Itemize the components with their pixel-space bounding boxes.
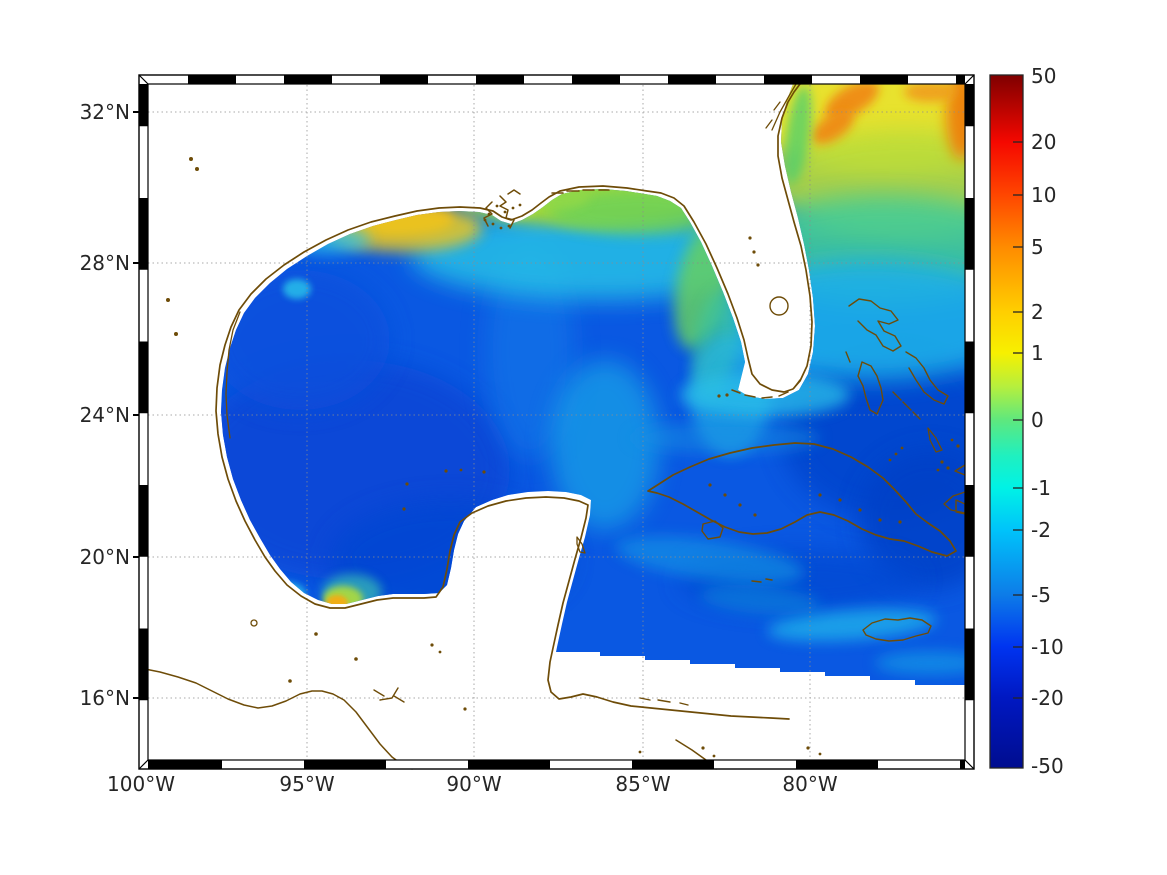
lon-tick-label: 100°W [107,772,175,796]
data-field [221,84,965,685]
colorbar-gradient [989,74,1024,769]
colorbar-tick-label: -20 [1031,686,1064,710]
colorbar-tick-label: -10 [1031,635,1064,659]
colorbar-tick-label: 20 [1031,130,1057,154]
colorbar-tick-label: 10 [1031,183,1057,207]
lon-tick-label: 85°W [615,772,671,796]
lat-tick-label: 32°N [79,100,130,124]
colorbar-ticks [1013,141,1023,699]
lat-tick-label: 24°N [79,403,130,427]
colorbar-tick-label: -2 [1031,518,1051,542]
graticule [148,85,965,760]
colorbar-tick-label: 0 [1031,408,1044,432]
colorbar-tick-label: -1 [1031,476,1051,500]
colorbar-tick-label: 1 [1031,341,1044,365]
map-frame [133,74,975,770]
lon-tick-label: 95°W [279,772,335,796]
colorbar-tick-label: -5 [1031,583,1051,607]
coastlines [139,83,966,770]
lat-tick-label: 28°N [79,251,130,275]
coast-specks [166,157,960,758]
colorbar-tick-label: -50 [1031,754,1064,778]
colorbar-tick-label: 2 [1031,300,1044,324]
colorbar-tick-label: 50 [1031,64,1057,88]
lat-tick-label: 16°N [79,686,130,710]
lon-tick-label: 90°W [446,772,502,796]
colorbar [989,74,1024,769]
lon-tick-label: 80°W [782,772,838,796]
colorbar-tick-label: 5 [1031,235,1044,259]
lat-tick-label: 20°N [79,545,130,569]
